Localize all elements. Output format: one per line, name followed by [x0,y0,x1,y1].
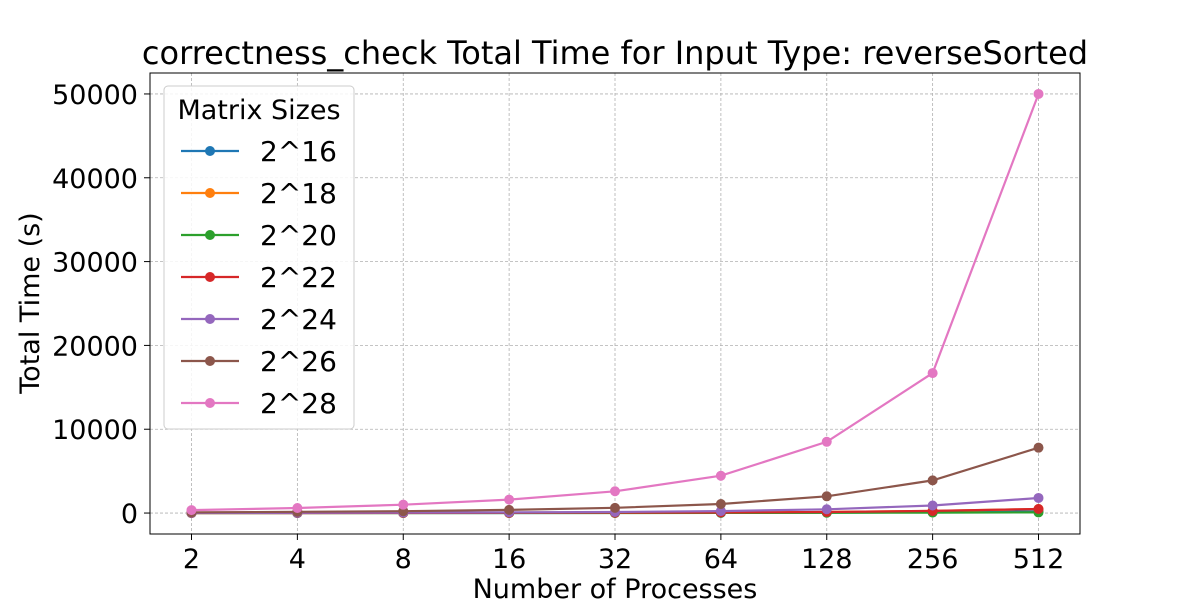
legend-marker-2^18 [205,188,215,198]
data-point-2^26-256 [927,475,938,486]
data-point-2^24-512 [1033,492,1044,503]
chart-title: correctness_check Total Time for Input T… [142,34,1088,72]
data-point-2^26-64 [715,498,726,509]
x-tick-label: 512 [1013,544,1065,575]
x-tick-label: 2 [183,544,200,575]
legend-marker-2^16 [205,146,215,156]
data-point-2^28-8 [398,499,409,510]
legend-box [163,85,355,430]
legend-label-2^16: 2^16 [260,135,337,168]
legend-marker-2^28 [205,398,215,408]
y-axis-label: Total Time (s) [15,212,46,394]
y-tick-label: 40000 [52,164,138,195]
x-tick-label: 16 [492,544,526,575]
data-point-2^26-16 [504,504,515,515]
legend: Matrix Sizes 2^16 2^18 2^20 2^22 2^24 2^26 2^28 [163,85,355,430]
x-tick-label: 256 [907,544,959,575]
data-point-2^28-128 [821,436,832,447]
legend-label-2^22: 2^22 [260,261,337,294]
y-tick-label: 50000 [52,80,138,111]
x-tick-label: 64 [704,544,738,575]
y-tick-label: 30000 [52,248,138,279]
x-tick-label: 128 [801,544,853,575]
x-axis-label: Number of Processes [473,574,758,600]
data-point-2^28-16 [504,494,515,505]
legend-marker-2^26 [205,356,215,366]
x-tick-label: 4 [289,544,306,575]
data-point-2^24-128 [821,504,832,515]
legend-label-2^18: 2^18 [260,177,337,210]
data-point-2^28-32 [610,486,620,497]
data-point-2^24-64 [715,506,726,517]
legend-marker-2^22 [205,272,215,282]
data-point-2^28-64 [715,470,726,481]
x-tick-label: 32 [598,544,632,575]
y-tick-label: 0 [121,499,138,530]
data-point-2^22-512 [1033,504,1044,515]
data-point-2^26-128 [821,491,832,502]
data-point-2^28-256 [927,368,938,379]
y-tick-label: 20000 [52,331,138,362]
legend-marker-2^20 [205,230,215,240]
legend-marker-2^24 [205,314,215,324]
legend-label-2^20: 2^20 [260,219,337,252]
data-point-2^28-2 [186,505,197,516]
legend-title: Matrix Sizes [177,95,340,126]
plot-area: 2 4 8 16 32 64 128 256 512 0 10000 20000 30000 40000 5… [52,72,1081,575]
legend-label-2^24: 2^24 [260,303,337,336]
x-tick-label: 8 [395,544,412,575]
data-point-2^28-4 [292,503,303,514]
legend-label-2^28: 2^28 [260,387,337,420]
legend-label-2^26: 2^26 [260,345,337,378]
data-point-2^26-512 [1033,442,1044,453]
data-point-2^24-256 [927,500,938,511]
data-point-2^28-512 [1033,88,1044,99]
data-point-2^26-32 [610,502,620,513]
y-tick-label: 10000 [52,415,138,446]
